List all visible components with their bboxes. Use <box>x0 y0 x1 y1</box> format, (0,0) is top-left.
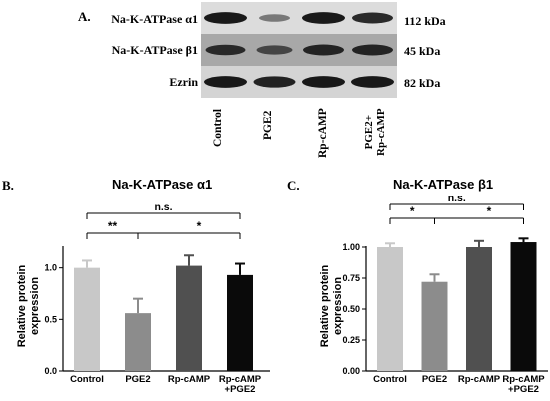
y-axis-label-line2: expression <box>29 277 41 335</box>
chart-c: 0.00 0.25 0.50 0.75 1.00 Relative proteinexpr… <box>319 196 548 395</box>
x-tick-label: PGE2 <box>422 374 447 385</box>
blot-band <box>259 14 290 22</box>
significance-label: n.s. <box>154 201 172 213</box>
chart-c-title: Na-K-ATPase β1 <box>393 177 494 192</box>
bar <box>74 267 100 371</box>
blot-band <box>205 44 246 56</box>
kda-label-beta1: 45 kDa <box>404 44 441 58</box>
lane-label-pge2: PGE2 <box>262 110 274 140</box>
y-axis-label-line2: expression <box>332 277 344 335</box>
x-tick-label-line1: Rp-cAMP <box>502 374 545 385</box>
y-tick-label: 0.00 <box>342 366 360 376</box>
x-tick-label: Control <box>373 374 407 385</box>
y-tick-label: 0.75 <box>342 273 360 283</box>
blot-band <box>303 44 344 56</box>
x-tick-label-line2: +PGE2 <box>225 384 256 395</box>
blot-band <box>204 76 247 88</box>
significance-label: ** <box>108 219 118 233</box>
y-tick-label: 1.0 <box>44 263 57 273</box>
blot-band <box>302 76 345 88</box>
significance-bracket <box>86 232 139 239</box>
significance-label: * <box>487 204 492 218</box>
x-tick-label: Rp-cAMP +PGE2 <box>502 374 545 395</box>
y-tick-label: 0.0 <box>44 366 57 376</box>
significance-bracket <box>434 217 524 224</box>
y-tick-label: 0.50 <box>342 304 360 314</box>
lane-label-control: Control <box>212 108 224 147</box>
significance-bracket <box>137 232 241 239</box>
y-tick-label: 0.25 <box>342 335 360 345</box>
kda-label-alpha1: 112 kDa <box>404 14 446 28</box>
blot-label-ezrin: Ezrin <box>169 75 198 89</box>
lane-label-pge2-rpcamp: PGE2+ Rp-cAMP <box>363 108 387 156</box>
bar <box>125 313 151 371</box>
x-tick-label-line1: Rp-cAMP <box>219 374 262 385</box>
blot-label-beta1: Na-K-ATPase β1 <box>111 43 198 57</box>
panel-b-letter: B. <box>2 178 14 193</box>
bar <box>377 247 403 371</box>
blot-band <box>352 44 393 56</box>
chart-b-title: Na-K-ATPase α1 <box>112 177 213 192</box>
y-tick-label: 0.5 <box>44 314 57 324</box>
bar <box>227 274 253 371</box>
significance-label: n.s. <box>448 196 466 204</box>
significance-bracket <box>389 217 435 224</box>
blot-label-alpha1: Na-K-ATPase α1 <box>111 12 198 26</box>
bar <box>510 242 537 371</box>
x-tick-label: Control <box>70 374 104 385</box>
bar <box>466 247 492 371</box>
panel-a-letter: A. <box>78 9 91 24</box>
bar <box>421 281 448 371</box>
lane-label-pge2-rpcamp-line2: Rp-cAMP <box>375 108 387 156</box>
significance-label: * <box>197 219 202 233</box>
western-blot-image <box>201 2 397 98</box>
lane-label-rpcamp: Rp-cAMP <box>317 108 329 158</box>
lane-label-pge2-rpcamp-line1: PGE2+ <box>363 114 375 150</box>
x-tick-label: Rp-cAMP <box>168 374 211 385</box>
x-tick-label: Rp-cAMP <box>458 374 501 385</box>
blot-band <box>351 76 394 88</box>
blot-band <box>256 45 293 55</box>
blot-band <box>302 12 345 24</box>
kda-label-ezrin: 82 kDa <box>404 76 441 90</box>
blot-band <box>352 12 393 24</box>
blot-band <box>253 76 296 88</box>
x-tick-label-line2: +PGE2 <box>508 384 539 395</box>
y-axis-label-line1: Relative protein <box>16 264 28 347</box>
x-tick-label: Rp-cAMP +PGE2 <box>219 374 262 395</box>
significance-bracket <box>389 203 524 210</box>
blot-band <box>204 12 247 24</box>
y-axis-label: Relative proteinexpression <box>319 264 344 347</box>
significance-bracket <box>86 212 241 219</box>
panel-c-letter: C. <box>287 178 300 193</box>
bar <box>176 265 202 371</box>
y-tick-label: 1.00 <box>342 242 360 252</box>
y-axis-label: Relative proteinexpression <box>16 264 41 347</box>
x-tick-label: PGE2 <box>125 374 150 385</box>
significance-label: * <box>410 204 415 218</box>
y-axis-label-line1: Relative protein <box>319 264 331 347</box>
